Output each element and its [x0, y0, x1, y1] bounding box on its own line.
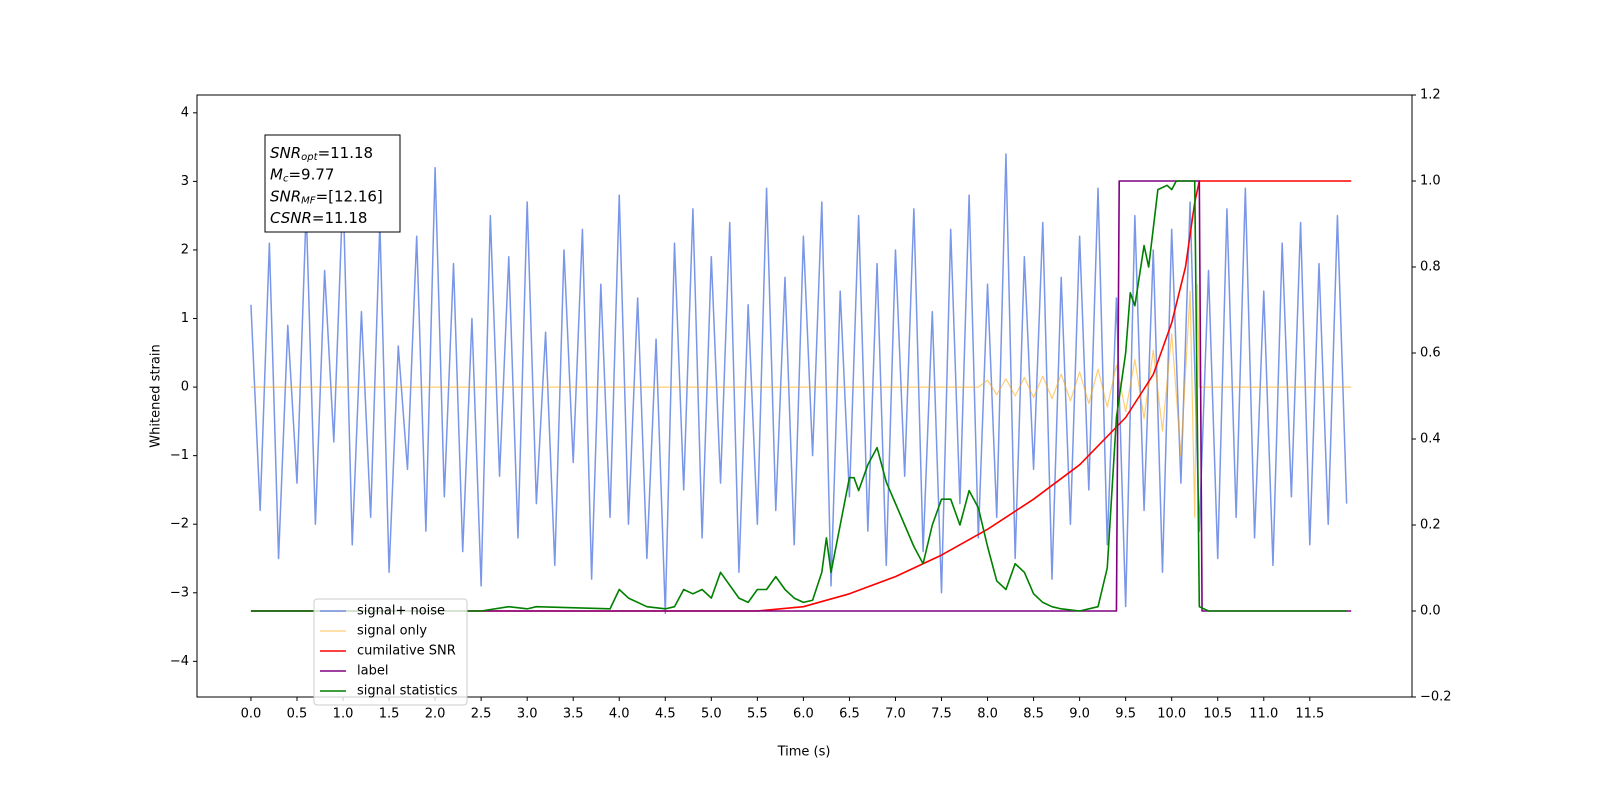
annotation-line: CSNR=11.18: [270, 209, 367, 227]
y-tick-label: −2: [170, 517, 189, 532]
x-tick-label: 2.0: [425, 707, 446, 722]
x-tick-label: 8.5: [1023, 707, 1044, 722]
annotation-line: Mc=9.77: [270, 165, 334, 185]
y2-tick-label: −0.2: [1420, 690, 1452, 705]
x-tick-label: 11.0: [1249, 707, 1278, 722]
y-tick-label: 4: [181, 105, 189, 120]
x-tick-label: 9.0: [1069, 707, 1090, 722]
plot-frame: [196, 94, 1413, 698]
x-axis-label: Time (s): [777, 745, 831, 760]
x-tick-label: 7.0: [885, 707, 906, 722]
x-tick-label: 4.5: [655, 707, 676, 722]
y2-tick-label: 1.0: [1420, 174, 1441, 189]
y-tick-label: 1: [181, 311, 189, 326]
legend-label: signal statistics: [357, 684, 458, 699]
annotation-subscript: opt: [301, 152, 318, 163]
annotation-value: =[12.16]: [316, 187, 383, 205]
legend-label: label: [357, 664, 388, 679]
legend-label: signal only: [357, 624, 427, 639]
legend-box: [313, 598, 468, 706]
x-tick-label: 9.5: [1115, 707, 1136, 722]
y-tick-label: 3: [181, 174, 189, 189]
series-line: [250, 180, 1347, 612]
legend: signal+ noise signal only cumilative SNR la…: [313, 598, 468, 706]
annotation-symbol: M: [270, 165, 283, 183]
x-tick-label: 7.5: [931, 707, 952, 722]
x-tick-label: 10.5: [1203, 707, 1232, 722]
x-tick-label: 2.5: [471, 707, 492, 722]
annotation-subscript: MF: [301, 195, 316, 206]
x-tick-label: 0.5: [287, 707, 308, 722]
y-axis-label: Whitened strain: [149, 344, 164, 447]
annotation-symbol: SNR: [270, 144, 301, 162]
x-tick-label: 4.0: [609, 707, 630, 722]
x-tick-label: 8.0: [977, 707, 998, 722]
series-line: [250, 283, 1352, 518]
annotation-symbol: CSNR: [270, 209, 312, 227]
x-tick-label: 10.0: [1157, 707, 1186, 722]
annotation-value: =9.77: [288, 165, 334, 183]
y2-tick-label: 0.4: [1420, 432, 1441, 447]
y-tick-label: 0: [181, 380, 189, 395]
series-line: [250, 180, 1352, 612]
annotation-value: =11.18: [312, 209, 368, 227]
series-line: [250, 153, 1348, 615]
annotation-symbol: SNR: [270, 187, 301, 205]
annotation: SNRopt=11.18Mc=9.77SNRMF=[12.16]CSNR=11.…: [264, 134, 401, 233]
y-tick-label: −1: [170, 448, 189, 463]
annotation-box: [264, 134, 401, 233]
y2-tick-label: 0.8: [1420, 260, 1441, 275]
annotation-subscript: c: [283, 174, 289, 185]
annotation-value: =11.18: [318, 144, 374, 162]
x-tick-label: 3.0: [517, 707, 538, 722]
x-tick-label: 5.5: [747, 707, 768, 722]
y2-tick-label: 0.2: [1420, 518, 1441, 533]
x-tick-label: 11.5: [1295, 707, 1324, 722]
x-tick-label: 3.5: [563, 707, 584, 722]
y2-tick-label: 1.2: [1420, 88, 1441, 103]
legend-label: signal+ noise: [357, 604, 445, 619]
y2-tick-label: 0.6: [1420, 346, 1441, 361]
x-tick-label: 1.5: [379, 707, 400, 722]
x-tick-label: 1.0: [333, 707, 354, 722]
x-tick-label: 0.0: [241, 707, 262, 722]
annotation-line: SNRMF=[12.16]: [270, 187, 383, 207]
legend-label: cumilative SNR: [357, 644, 456, 659]
y-tick-label: −4: [170, 654, 189, 669]
x-tick-label: 5.0: [701, 707, 722, 722]
y2-tick-label: 0.0: [1420, 604, 1441, 619]
annotation-line: SNRopt=11.18: [270, 144, 373, 164]
x-tick-label: 6.5: [839, 707, 860, 722]
y-tick-label: 2: [181, 242, 189, 257]
y-tick-label: −3: [170, 585, 189, 600]
x-tick-label: 6.0: [793, 707, 814, 722]
